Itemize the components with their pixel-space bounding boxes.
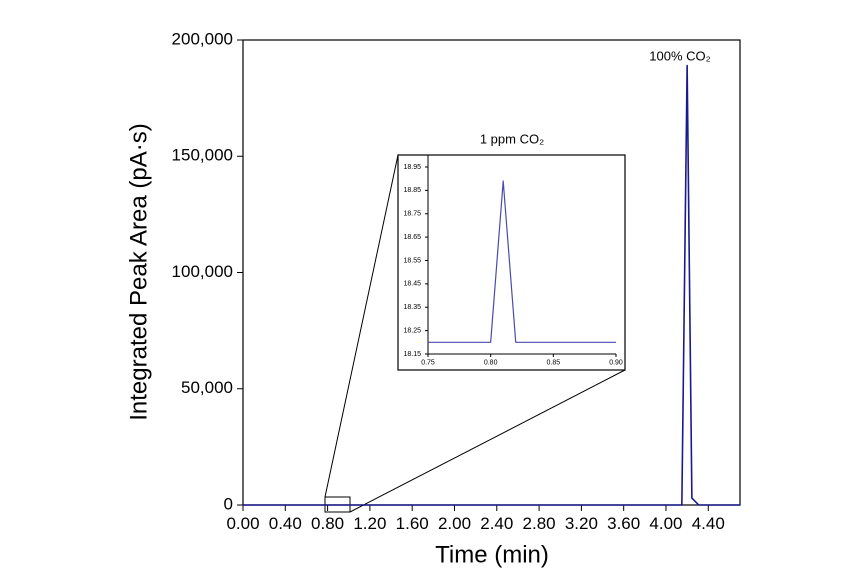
x-tick-label: 2.00 [438,514,471,533]
y-tick-label: 18.85 [403,187,421,194]
zoom-connector [349,369,626,513]
inset-frame [397,154,626,371]
x-tick-label: 2.80 [523,514,556,533]
y-tick-label: 18.25 [403,327,421,334]
y-tick-label: 0 [224,494,233,513]
y-tick-label: 18.55 [403,257,421,264]
x-tick-label: 1.60 [396,514,429,533]
x-tick-label: 0.90 [609,359,623,366]
x-axis-title: Time (min) [435,541,549,568]
y-tick-label: 50,000 [181,378,233,397]
x-tick-label: 0.80 [484,359,498,366]
y-tick-label: 18.65 [403,234,421,241]
x-tick-label: 0.00 [226,514,259,533]
x-tick-label: 3.60 [607,514,640,533]
annotation: 100% CO₂ [649,48,710,63]
y-tick-label: 18.35 [403,304,421,311]
y-tick-label: 18.15 [403,351,421,358]
x-tick-label: 3.20 [565,514,598,533]
x-tick-label: 4.40 [692,514,725,533]
x-tick-label: 0.85 [547,359,561,366]
x-tick-label: 0.75 [421,359,435,366]
y-axis-title: Integrated Peak Area (pA·s) [125,123,152,421]
data-line [243,64,740,506]
inset-title: 1 ppm CO₂ [480,131,544,146]
x-tick-label: 2.40 [480,514,513,533]
x-tick-label: 1.20 [353,514,386,533]
data-line [428,180,616,343]
y-tick-label: 18.45 [403,281,421,288]
y-tick-label: 18.75 [403,211,421,218]
x-tick-label: 4.00 [649,514,682,533]
x-tick-label: 0.40 [269,514,302,533]
y-tick-label: 150,000 [172,146,233,165]
y-tick-label: 200,000 [172,29,233,48]
zoom-connector [324,154,399,498]
x-tick-label: 0.80 [311,514,344,533]
y-tick-label: 100,000 [172,262,233,281]
y-tick-label: 18.95 [403,164,421,171]
